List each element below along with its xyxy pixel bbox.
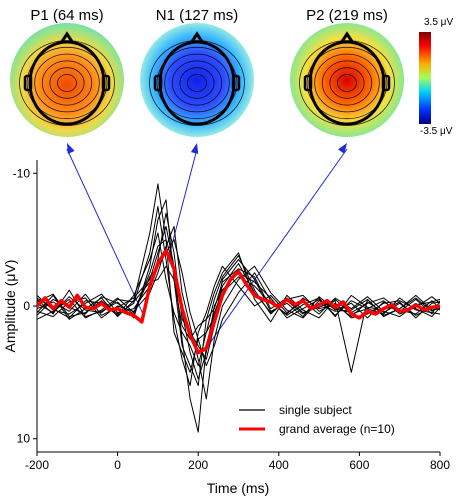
annotation-arrow-line — [205, 148, 348, 349]
ear-right — [101, 74, 111, 92]
topomap-title: N1 (127 ms) — [156, 7, 239, 24]
y-tick-label: 0 — [23, 299, 30, 313]
topomap-contour — [187, 74, 207, 92]
topomap-contour — [179, 67, 215, 99]
annotation-arrow-head — [67, 143, 75, 154]
ear-left — [23, 74, 33, 92]
series-line-single-subject — [37, 225, 440, 433]
x-tick-label: 200 — [188, 458, 208, 472]
series-line-single-subject — [37, 265, 440, 373]
nose-outline — [189, 31, 205, 44]
topomap-contour — [34, 53, 100, 113]
annotation-arrow-head — [338, 143, 347, 154]
series-line-single-subject — [37, 206, 440, 387]
topomap-title: P2 (219 ms) — [306, 7, 388, 24]
topomap-contour — [321, 60, 373, 106]
legend-label-single: single subject — [279, 403, 352, 417]
nose-outline — [339, 31, 355, 44]
topomap-contour — [314, 53, 380, 113]
series-line-single-subject — [37, 239, 440, 380]
topomap-contour — [337, 74, 357, 92]
ear-right — [381, 74, 391, 92]
annotation-arrows — [66, 143, 348, 349]
topomap-contour — [41, 60, 93, 106]
topomap-contour — [26, 46, 108, 120]
series-line-single-subject — [37, 183, 440, 373]
y-tick-label: 10 — [17, 432, 31, 446]
colorbar-gradient — [419, 32, 431, 124]
nose-outline — [59, 31, 75, 44]
topomap-contour — [164, 53, 230, 113]
topomap-group: P1 (64 ms) N1 (127 ms) P2 (219 ms) — [10, 7, 404, 137]
legend-label-average: grand average (n=10) — [279, 422, 395, 436]
legend: single subject grand average (n=10) — [239, 403, 395, 436]
annotation-arrow-line — [168, 148, 198, 257]
x-axis-label: Time (ms) — [207, 480, 269, 496]
y-tick-label: -10 — [13, 166, 31, 180]
colorbar: 3.5 μV -3.5 μV — [419, 17, 453, 137]
ear-left — [303, 74, 313, 92]
y-axis-label: Amplitude (μV) — [2, 260, 18, 353]
series-line-single-subject — [37, 232, 440, 367]
y-ticks: -10 0 10 — [13, 166, 37, 446]
topomap-2: N1 (127 ms) — [140, 7, 254, 137]
ear-right — [231, 74, 241, 92]
annotation-arrow-head — [190, 143, 199, 154]
topomap-contour — [171, 60, 223, 106]
x-tick-label: 800 — [430, 458, 450, 472]
x-tick-label: 400 — [269, 458, 289, 472]
topomap-1: P1 (64 ms) — [10, 7, 124, 137]
series-line-grand-average — [37, 248, 440, 355]
x-tick-label: 600 — [349, 458, 369, 472]
x-ticks: -200 0 200 400 600 800 — [25, 452, 450, 472]
x-tick-label: -200 — [25, 458, 49, 472]
series-line-single-subject — [37, 225, 440, 400]
colorbar-max-label: 3.5 μV — [424, 17, 453, 28]
colorbar-min-label: -3.5 μV — [420, 126, 453, 137]
topomap-contour — [49, 67, 85, 99]
topomap-contour — [156, 46, 238, 120]
topomap-contour — [329, 67, 365, 99]
ear-left — [153, 74, 163, 92]
series-group — [37, 183, 440, 433]
annotation-arrow-line — [66, 148, 144, 315]
topomap-3: P2 (219 ms) — [290, 7, 404, 137]
topomap-contour — [306, 46, 388, 120]
topomap-title: P1 (64 ms) — [30, 7, 103, 24]
series-line-single-subject — [37, 239, 440, 367]
topomap-contour — [57, 74, 77, 92]
x-tick-label: 0 — [114, 458, 121, 472]
